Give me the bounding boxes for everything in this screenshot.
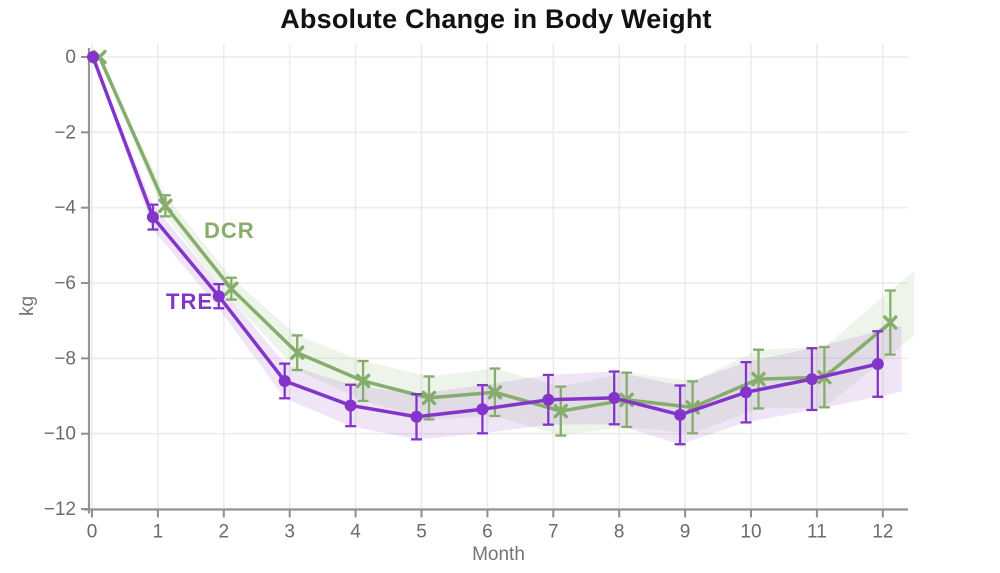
tre-marker bbox=[87, 51, 99, 63]
x-tick-label: 9 bbox=[680, 522, 691, 543]
y-tick-label: −12 bbox=[44, 499, 76, 520]
tre-marker bbox=[146, 211, 159, 224]
series-label-dcr: DCR bbox=[204, 218, 255, 243]
x-tick-label: 0 bbox=[87, 522, 98, 543]
x-tick-label: 8 bbox=[614, 522, 625, 543]
tre-marker bbox=[674, 408, 687, 421]
tre-marker bbox=[740, 386, 752, 399]
tre-marker bbox=[476, 403, 489, 416]
x-tick-label: 11 bbox=[807, 522, 827, 543]
chart-title: Absolute Change in Body Weight bbox=[280, 4, 712, 34]
tre-marker bbox=[608, 391, 621, 404]
y-tick-label: 0 bbox=[65, 47, 76, 68]
x-tick-label: 2 bbox=[219, 522, 230, 543]
dcr-marker bbox=[355, 373, 371, 389]
x-tick-label: 12 bbox=[872, 522, 893, 543]
x-tick-label: 3 bbox=[284, 522, 295, 543]
dcr-marker bbox=[421, 390, 437, 406]
dcr-marker bbox=[751, 371, 766, 387]
tre-marker bbox=[410, 410, 423, 423]
x-tick-label: 6 bbox=[482, 522, 493, 543]
dcr-marker bbox=[883, 315, 898, 330]
dcr-marker bbox=[290, 345, 305, 360]
series-label-tre: TRE bbox=[166, 289, 213, 314]
tre-marker bbox=[278, 374, 291, 387]
x-tick-label: 10 bbox=[740, 522, 761, 543]
tre-marker bbox=[212, 290, 225, 303]
y-tick-label: −6 bbox=[54, 273, 76, 294]
dcr-marker bbox=[224, 281, 239, 296]
y-axis-title: kg bbox=[17, 295, 38, 317]
y-tick-label: −4 bbox=[54, 198, 76, 219]
tre-marker bbox=[344, 399, 357, 412]
dcr-marker bbox=[487, 385, 503, 400]
x-tick-label: 4 bbox=[350, 522, 361, 543]
x-axis-title: Month bbox=[472, 544, 525, 565]
dcr-confidence-band bbox=[99, 57, 915, 436]
x-tick-label: 1 bbox=[153, 522, 164, 543]
y-tick-label: −8 bbox=[54, 348, 76, 369]
tre-marker bbox=[805, 373, 818, 386]
x-tick-label: 7 bbox=[548, 522, 559, 543]
tre-confidence-band bbox=[93, 57, 902, 445]
x-tick-label: 5 bbox=[416, 522, 427, 543]
tre-marker bbox=[542, 393, 555, 406]
tre-marker bbox=[871, 358, 884, 371]
y-tick-label: −2 bbox=[54, 122, 76, 143]
dcr-marker bbox=[158, 198, 173, 213]
y-tick-label: −10 bbox=[44, 424, 76, 445]
dcr-marker bbox=[553, 403, 568, 419]
